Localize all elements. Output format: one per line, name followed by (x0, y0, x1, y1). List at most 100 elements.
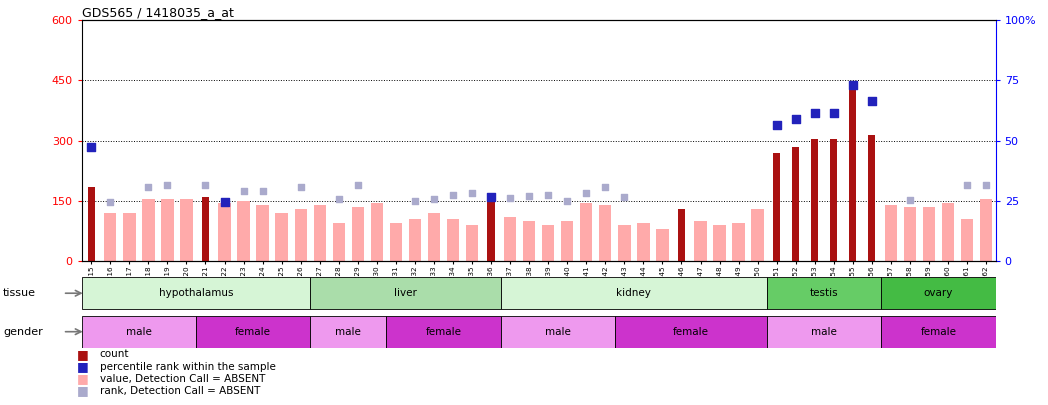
Bar (446, 219, 459, 261)
Bar (923, 207, 935, 261)
Bar (581, 203, 592, 261)
Text: kidney: kidney (616, 288, 651, 298)
Bar (310, 277, 501, 309)
Bar (733, 223, 745, 261)
Bar (542, 225, 554, 261)
Bar (849, 89, 856, 261)
Bar (501, 316, 615, 347)
Bar (409, 219, 421, 261)
Point (425, 196, 442, 202)
Bar (238, 201, 249, 261)
Point (483, 194, 500, 200)
Bar (487, 201, 495, 261)
Bar (773, 153, 781, 261)
Bar (104, 213, 116, 261)
Text: female: female (920, 327, 957, 337)
Bar (751, 209, 764, 261)
Bar (88, 187, 95, 261)
Bar (124, 213, 135, 261)
Bar (615, 316, 767, 347)
Text: liver: liver (394, 288, 417, 298)
Point (616, 194, 633, 200)
Text: male: male (811, 327, 837, 337)
Text: count: count (100, 350, 129, 359)
Bar (599, 205, 611, 261)
Point (197, 182, 214, 188)
Bar (501, 277, 767, 309)
Bar (881, 316, 996, 347)
Point (159, 182, 176, 188)
Point (140, 184, 157, 190)
Bar (352, 207, 364, 261)
Bar (637, 223, 650, 261)
Point (864, 97, 880, 104)
Text: rank, Detection Call = ABSENT: rank, Detection Call = ABSENT (100, 386, 260, 396)
Bar (868, 135, 875, 261)
Point (235, 188, 252, 194)
Bar (196, 316, 310, 347)
Bar (82, 316, 196, 347)
Bar (390, 223, 402, 261)
Text: ■: ■ (77, 372, 88, 385)
Bar (903, 207, 916, 261)
Bar (310, 316, 387, 347)
Text: female: female (673, 327, 709, 337)
Bar (387, 316, 501, 347)
Text: testis: testis (810, 288, 838, 298)
Point (806, 109, 823, 116)
Point (978, 182, 995, 188)
Point (901, 197, 918, 203)
Bar (371, 203, 383, 261)
Point (577, 190, 594, 196)
Text: tissue: tissue (3, 288, 36, 298)
Bar (695, 221, 706, 261)
Bar (618, 225, 631, 261)
Point (826, 109, 843, 116)
Text: male: male (335, 327, 362, 337)
Text: ovary: ovary (923, 288, 954, 298)
Text: GDS565 / 1418035_a_at: GDS565 / 1418035_a_at (82, 6, 234, 19)
Bar (202, 197, 210, 261)
Text: hypothalamus: hypothalamus (158, 288, 234, 298)
Text: ■: ■ (77, 384, 88, 397)
Point (407, 198, 423, 204)
Point (845, 81, 861, 88)
Bar (767, 316, 881, 347)
Text: male: male (126, 327, 152, 337)
Point (521, 193, 538, 199)
Point (349, 182, 366, 188)
Text: female: female (425, 327, 461, 337)
Bar (678, 209, 685, 261)
Bar (830, 139, 837, 261)
Bar (980, 199, 992, 261)
Point (330, 196, 347, 202)
Bar (218, 203, 231, 261)
Bar (811, 139, 818, 261)
Bar (961, 219, 974, 261)
Bar (257, 205, 268, 261)
Bar (792, 147, 800, 261)
Point (787, 115, 804, 122)
Bar (523, 221, 536, 261)
Bar (313, 205, 326, 261)
Point (502, 194, 519, 201)
Point (959, 182, 976, 188)
Point (292, 184, 309, 190)
Point (444, 192, 461, 198)
Bar (466, 225, 478, 261)
Bar (82, 277, 310, 309)
Point (768, 122, 785, 128)
Bar (143, 199, 154, 261)
Point (540, 192, 556, 198)
Text: value, Detection Call = ABSENT: value, Detection Call = ABSENT (100, 374, 265, 384)
Bar (180, 199, 193, 261)
Bar (885, 205, 897, 261)
Text: percentile rank within the sample: percentile rank within the sample (100, 362, 276, 371)
Text: gender: gender (3, 327, 43, 337)
Point (255, 188, 271, 194)
Point (102, 198, 118, 205)
Text: ■: ■ (77, 348, 88, 361)
Text: male: male (545, 327, 571, 337)
Bar (332, 223, 345, 261)
Bar (656, 229, 669, 261)
